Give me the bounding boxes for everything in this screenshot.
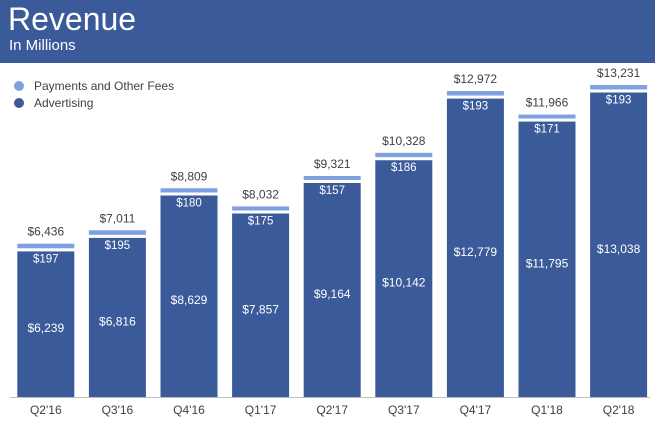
legend-item-payments: Payments and Other Fees [14,78,174,95]
x-tick-label: Q3'17 [388,403,420,417]
bar-payments [375,152,433,158]
advertising-label: $10,142 [382,276,426,290]
total-label: $6,436 [27,225,64,239]
chart-legend: Payments and Other Fees Advertising [14,78,174,112]
total-label: $10,328 [382,134,426,148]
advertising-label: $13,038 [597,242,641,256]
payments-label: $193 [606,95,632,107]
payments-label: $180 [176,197,202,209]
page-subtitle: In Millions [9,37,76,54]
payments-label: $186 [391,162,417,174]
advertising-label: $6,239 [27,321,64,335]
legend-label-advertising: Advertising [34,96,94,110]
x-tick-label: Q1'17 [245,403,277,417]
x-tick-label: Q3'16 [102,403,134,417]
payments-label: $193 [463,101,489,113]
bar-advertising [160,195,218,397]
x-tick-label: Q1'18 [531,403,563,417]
bar-payments [446,91,504,96]
payments-label: $175 [248,216,274,228]
bar-payments [232,206,290,211]
bar-advertising [17,251,75,397]
bar-payments [518,114,576,119]
payments-label: $157 [319,185,345,197]
bar-advertising [88,237,146,397]
legend-label-payments: Payments and Other Fees [34,79,175,93]
bar-payments [88,230,146,235]
bar-advertising [590,92,648,397]
total-label: $7,011 [99,211,135,225]
x-tick-label: Q4'16 [173,403,205,417]
bar-payments [160,188,218,193]
payments-label: $171 [534,124,560,136]
bar-advertising [375,160,433,397]
legend-swatch-advertising [14,98,24,108]
bar-advertising [446,98,504,397]
x-tick-label: Q2'18 [603,403,635,417]
total-label: $8,809 [171,169,208,183]
total-label: $13,231 [597,66,641,80]
legend-swatch-payments [14,81,24,91]
payments-label: $197 [33,253,59,265]
advertising-label: $8,629 [171,293,208,307]
bar-payments [303,175,361,180]
advertising-label: $12,779 [454,245,498,259]
x-tick-label: Q4'17 [460,403,492,417]
bar-advertising [518,121,576,398]
advertising-label: $7,857 [242,302,279,316]
advertising-label: $9,164 [314,287,351,301]
advertising-label: $6,816 [99,314,136,328]
total-label: $8,032 [242,187,279,201]
bar-advertising [303,182,361,397]
payments-label: $195 [105,240,131,252]
total-label: $12,972 [454,72,498,86]
x-tick-label: Q2'17 [316,403,348,417]
x-tick-label: Q2'16 [30,403,62,417]
total-label: $11,966 [526,96,569,110]
header-banner: Revenue In Millions [0,0,655,63]
bar-payments [17,243,75,249]
legend-item-advertising: Advertising [14,95,174,112]
total-label: $9,321 [314,157,351,171]
advertising-label: $11,795 [526,256,569,270]
bar-payments [590,85,648,90]
page-title: Revenue [8,1,137,37]
bar-advertising [232,213,290,397]
